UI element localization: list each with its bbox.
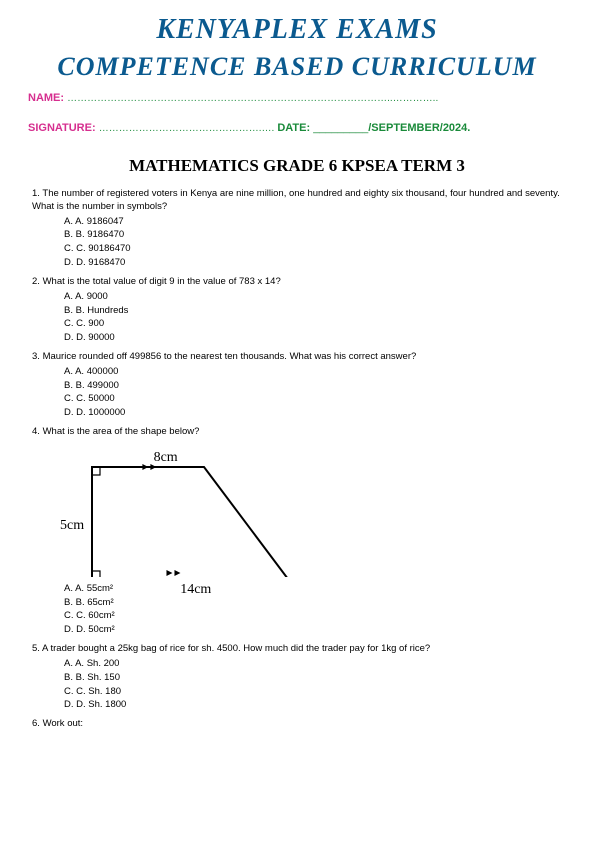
signature-label: SIGNATURE: bbox=[28, 122, 96, 134]
question-line: 5. A trader bought a 25kg bag of rice fo… bbox=[32, 643, 566, 656]
question-number: 4. bbox=[32, 426, 43, 437]
question-number: 6. bbox=[32, 718, 43, 729]
dim-bottom: 14cm bbox=[180, 581, 211, 600]
option: D. D. 9168470 bbox=[64, 257, 566, 270]
date-label: DATE: bbox=[277, 122, 310, 134]
question-number: 3. bbox=[32, 351, 43, 362]
date-suffix: /SEPTEMBER/2024. bbox=[368, 122, 470, 134]
question: 2. What is the total value of digit 9 in… bbox=[32, 276, 566, 345]
dim-height: 5cm bbox=[60, 517, 84, 536]
option: B. B. 9186470 bbox=[64, 229, 566, 242]
option: A. A. 400000 bbox=[64, 366, 566, 379]
question-text: What is the total value of digit 9 in th… bbox=[43, 276, 281, 287]
option: C. C. 60cm² bbox=[64, 610, 566, 623]
trapezoid-figure: 8cm5cm14cm bbox=[58, 447, 298, 577]
question-number: 1. bbox=[32, 188, 42, 199]
name-dots: ……………………………………………………………………………………..………….. bbox=[67, 93, 438, 104]
options-list: A. A. 9000B. B. HundredsC. C. 900D. D. 9… bbox=[64, 291, 566, 345]
option: A. A. 9000 bbox=[64, 291, 566, 304]
question: 5. A trader bought a 25kg bag of rice fo… bbox=[32, 643, 566, 712]
questions-list: 1. The number of registered voters in Ke… bbox=[32, 188, 566, 731]
option: D. D. 1000000 bbox=[64, 407, 566, 420]
exam-title: MATHEMATICS GRADE 6 KPSEA TERM 3 bbox=[0, 156, 594, 176]
question: 4. What is the area of the shape below? 8… bbox=[32, 426, 566, 637]
question-number: 2. bbox=[32, 276, 43, 287]
options-list: A. A. 9186047B. B. 9186470C. C. 90186470… bbox=[64, 216, 566, 270]
question-text: Maurice rounded off 499856 to the neares… bbox=[43, 351, 417, 362]
date-blank: _________ bbox=[313, 122, 368, 134]
options-list: A. A. Sh. 200B. B. Sh. 150C. C. Sh. 180D… bbox=[64, 658, 566, 712]
question-line: 1. The number of registered voters in Ke… bbox=[32, 188, 566, 214]
question-text: The number of registered voters in Kenya… bbox=[32, 188, 560, 212]
option: B. B. 65cm² bbox=[64, 597, 566, 610]
option: A. A. 9186047 bbox=[64, 216, 566, 229]
options-list: A. A. 400000B. B. 499000C. C. 50000D. D.… bbox=[64, 366, 566, 420]
option: D. D. 90000 bbox=[64, 332, 566, 345]
option: C. C. Sh. 180 bbox=[64, 686, 566, 699]
header-line-1: KENYAPLEX EXAMS bbox=[0, 14, 594, 46]
option: C. C. 900 bbox=[64, 318, 566, 331]
name-row: NAME: ……………………………………………………………………………………..… bbox=[28, 92, 594, 104]
question: 1. The number of registered voters in Ke… bbox=[32, 188, 566, 270]
question: 3. Maurice rounded off 499856 to the nea… bbox=[32, 351, 566, 420]
question-line: 2. What is the total value of digit 9 in… bbox=[32, 276, 566, 289]
signature-dots: ………………………………………….…. bbox=[99, 123, 275, 134]
dim-top: 8cm bbox=[154, 449, 178, 468]
question-number: 5. bbox=[32, 643, 42, 654]
option: D. D. Sh. 1800 bbox=[64, 699, 566, 712]
option: B. B. Sh. 150 bbox=[64, 672, 566, 685]
question-line: 6. Work out: bbox=[32, 718, 566, 731]
option: B. B. Hundreds bbox=[64, 305, 566, 318]
question-line: 3. Maurice rounded off 499856 to the nea… bbox=[32, 351, 566, 364]
question: 6. Work out: bbox=[32, 718, 566, 731]
question-text: A trader bought a 25kg bag of rice for s… bbox=[42, 643, 430, 654]
option: A. A. Sh. 200 bbox=[64, 658, 566, 671]
question-text: Work out: bbox=[43, 718, 83, 729]
option: C. C. 50000 bbox=[64, 393, 566, 406]
question-text: What is the area of the shape below? bbox=[43, 426, 200, 437]
option: C. C. 90186470 bbox=[64, 243, 566, 256]
option: B. B. 499000 bbox=[64, 380, 566, 393]
header-line-2: COMPETENCE BASED CURRICULUM bbox=[0, 52, 594, 82]
name-label: NAME: bbox=[28, 92, 64, 104]
option: D. D. 50cm² bbox=[64, 624, 566, 637]
signature-row: SIGNATURE: ………………………………………….…. DATE: ___… bbox=[28, 122, 594, 134]
option: A. A. 55cm² bbox=[64, 583, 566, 596]
question-line: 4. What is the area of the shape below? bbox=[32, 426, 566, 439]
options-list: A. A. 55cm²B. B. 65cm²C. C. 60cm²D. D. 5… bbox=[64, 583, 566, 637]
